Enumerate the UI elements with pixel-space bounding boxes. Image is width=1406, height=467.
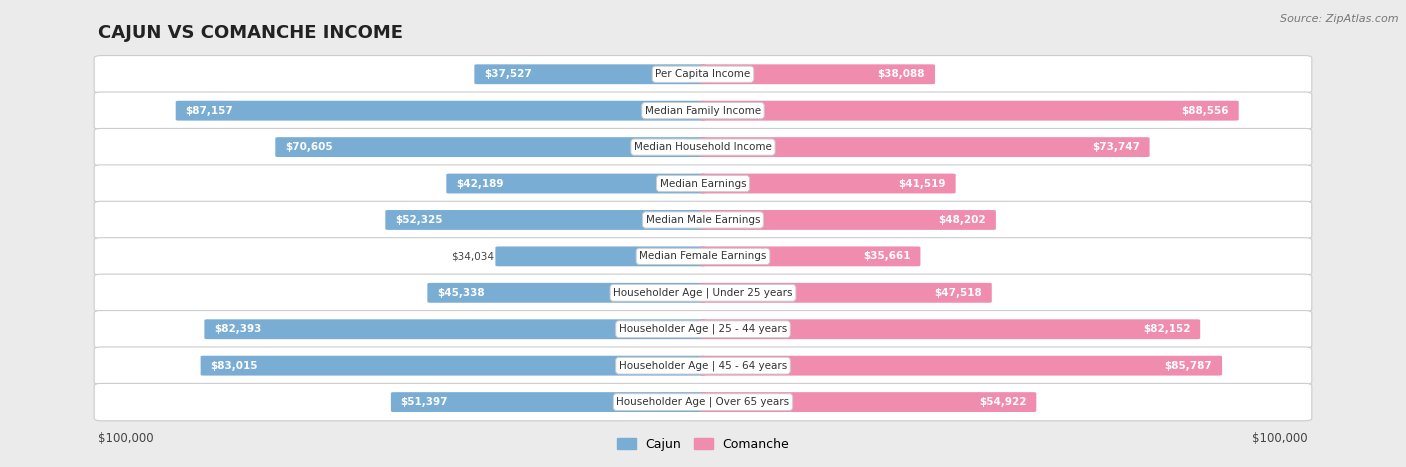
Text: Source: ZipAtlas.com: Source: ZipAtlas.com [1281,14,1399,24]
Text: Householder Age | 45 - 64 years: Householder Age | 45 - 64 years [619,361,787,371]
Text: Median Female Earnings: Median Female Earnings [640,251,766,262]
Text: $35,661: $35,661 [863,251,911,262]
Text: Median Earnings: Median Earnings [659,178,747,189]
Legend: Cajun, Comanche: Cajun, Comanche [612,433,794,456]
Text: Householder Age | Under 25 years: Householder Age | Under 25 years [613,288,793,298]
Text: $82,152: $82,152 [1143,324,1191,334]
Text: Householder Age | Over 65 years: Householder Age | Over 65 years [616,397,790,407]
Text: Median Household Income: Median Household Income [634,142,772,152]
Text: $82,393: $82,393 [214,324,262,334]
Text: $45,338: $45,338 [437,288,485,298]
Text: $41,519: $41,519 [898,178,946,189]
Text: $70,605: $70,605 [285,142,333,152]
Text: Householder Age | 25 - 44 years: Householder Age | 25 - 44 years [619,324,787,334]
Text: $85,787: $85,787 [1164,361,1212,371]
Text: $87,157: $87,157 [186,106,233,116]
Text: Median Male Earnings: Median Male Earnings [645,215,761,225]
Text: $47,518: $47,518 [934,288,981,298]
Text: $73,747: $73,747 [1091,142,1140,152]
Text: $100,000: $100,000 [1251,432,1308,445]
Text: $42,189: $42,189 [456,178,503,189]
Text: $51,397: $51,397 [401,397,449,407]
Text: Median Family Income: Median Family Income [645,106,761,116]
Text: $54,922: $54,922 [979,397,1026,407]
Text: $100,000: $100,000 [98,432,155,445]
Text: CAJUN VS COMANCHE INCOME: CAJUN VS COMANCHE INCOME [98,24,404,42]
Text: Per Capita Income: Per Capita Income [655,69,751,79]
Text: $52,325: $52,325 [395,215,443,225]
Text: $83,015: $83,015 [211,361,257,371]
Text: $88,556: $88,556 [1181,106,1229,116]
Text: $37,527: $37,527 [484,69,531,79]
Text: $34,034: $34,034 [451,251,494,262]
Text: $48,202: $48,202 [938,215,986,225]
Text: $38,088: $38,088 [877,69,925,79]
